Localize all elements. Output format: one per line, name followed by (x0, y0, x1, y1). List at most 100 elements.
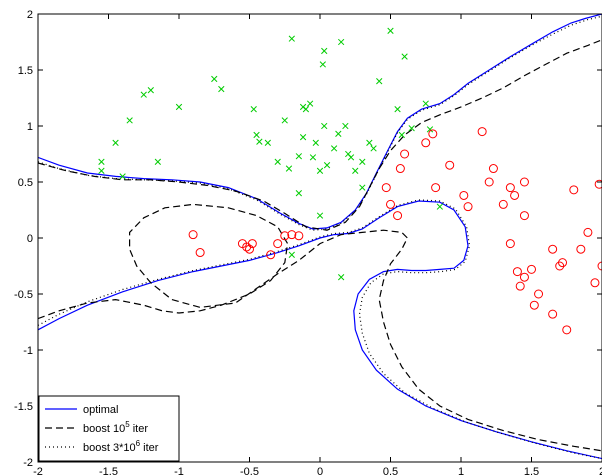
o-marker-point (195, 248, 205, 258)
x-marker-stroke (352, 167, 359, 174)
x-marker-point (347, 154, 355, 161)
o-marker-point (477, 127, 487, 137)
o-marker-point (395, 164, 405, 174)
o-marker-point (463, 202, 473, 212)
x-marker-point (288, 35, 295, 42)
o-marker-point (484, 177, 494, 187)
x-marker-point (218, 85, 225, 93)
x-marker-point (285, 165, 293, 172)
x-marker-stroke (394, 106, 401, 113)
o-marker-point (505, 183, 515, 193)
x-marker-stroke (436, 203, 444, 210)
o-marker-point (527, 264, 536, 274)
x-marker-stroke (98, 167, 105, 174)
o-marker-point (428, 129, 438, 139)
x-marker-point (295, 190, 303, 197)
x-marker-stroke (140, 91, 147, 98)
x-marker-point (175, 103, 183, 111)
x-marker-point (337, 38, 345, 46)
x-marker-point (359, 158, 366, 165)
o-marker-point (590, 278, 600, 288)
x-marker-stroke (126, 117, 133, 124)
legend-label-superscript: 6 (136, 439, 141, 448)
x-marker-point (299, 134, 307, 141)
x-marker-point (264, 139, 271, 146)
x-marker-point (426, 126, 434, 133)
x-marker-stroke (281, 117, 288, 124)
x-marker-point (401, 53, 408, 60)
o-marker-point (266, 250, 276, 260)
x-marker-stroke (316, 167, 324, 174)
o-marker-point (505, 239, 515, 249)
x-tick-label: -0.5 (240, 466, 259, 476)
plot-content (38, 14, 602, 460)
x-marker-stroke (256, 138, 263, 145)
x-marker-stroke (316, 212, 324, 219)
y-tick-label: -1 (23, 345, 33, 357)
x-marker-point (370, 145, 377, 152)
x-marker-stroke (401, 53, 408, 60)
x-marker-stroke (288, 251, 295, 258)
x-tick-label: 1 (458, 466, 464, 476)
x-tick-label: -1.5 (99, 466, 118, 476)
boundary-line-solid-1 (38, 200, 602, 460)
x-marker-stroke (342, 122, 349, 130)
o-marker-point (393, 211, 403, 221)
x-marker-stroke (398, 131, 405, 139)
x-marker-point (398, 131, 405, 139)
x-marker-stroke (422, 100, 429, 107)
x-marker-point (436, 203, 444, 210)
x-marker-stroke (154, 158, 162, 165)
x-marker-stroke (337, 274, 345, 281)
x-marker-point (335, 130, 342, 137)
o-marker-point (515, 281, 525, 291)
x-marker-point (250, 106, 257, 113)
o-marker-point (421, 138, 431, 148)
x-tick-label: 1.5 (524, 466, 539, 476)
y-tick-label: 1 (27, 121, 33, 133)
x-marker-point (98, 158, 105, 165)
x-marker-stroke (309, 154, 317, 161)
x-marker-stroke (347, 154, 355, 161)
o-marker-point (569, 185, 579, 195)
x-marker-point (140, 91, 147, 98)
boundary-line-dashed-1 (38, 203, 602, 452)
o-marker-point (583, 227, 593, 237)
x-marker-point (112, 139, 119, 146)
x-marker-stroke (274, 158, 281, 165)
o-marker-point (548, 309, 558, 319)
x-marker-stroke (359, 184, 366, 191)
x-marker-point (256, 138, 263, 145)
x-marker-stroke (119, 173, 126, 180)
x-marker-point (126, 117, 133, 124)
legend: optimal boost 105 iter boost 3*106 iter (38, 395, 180, 462)
x-marker-stroke (370, 145, 377, 152)
x-marker-point (330, 145, 338, 152)
o-marker-point (445, 160, 455, 170)
x-marker-point (316, 212, 324, 219)
x-marker-point (316, 167, 324, 174)
legend-label-superscript: 5 (125, 420, 130, 429)
x-marker-point (281, 117, 288, 124)
x-marker-point (387, 27, 394, 34)
x-tick-label: 0 (317, 466, 323, 476)
x-marker-stroke (359, 158, 366, 165)
x-marker-stroke (306, 100, 314, 107)
x-marker-point (321, 47, 328, 55)
x-marker-stroke (376, 78, 383, 85)
o-marker-point (512, 267, 522, 277)
o-marker-point (245, 244, 254, 254)
x-marker-point (323, 162, 331, 169)
plot-area (37, 13, 602, 463)
x-marker-point (408, 125, 415, 132)
x-marker-stroke (285, 165, 293, 172)
x-marker-stroke (321, 47, 328, 55)
o-marker-point (548, 244, 558, 254)
x-marker-stroke (211, 75, 218, 83)
x-marker-stroke (295, 190, 303, 197)
y-tick-label: 0.5 (18, 177, 33, 189)
o-marker-point (381, 183, 391, 193)
x-marker-point (337, 274, 345, 281)
x-marker-stroke (387, 27, 394, 34)
x-marker-stroke (366, 139, 373, 146)
